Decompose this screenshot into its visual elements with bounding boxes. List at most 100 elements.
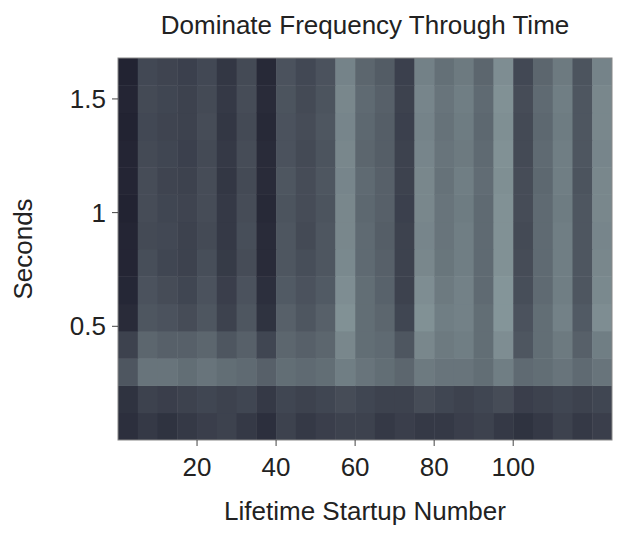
heat-cell (513, 222, 533, 250)
heat-cell (316, 140, 336, 168)
heat-cell (158, 222, 178, 250)
heat-cell (414, 222, 434, 250)
heat-cell (474, 358, 494, 386)
heat-cell (395, 140, 415, 168)
heat-cell (335, 304, 355, 332)
heat-cell (177, 113, 197, 141)
heat-cell (493, 276, 513, 304)
heat-cell (276, 140, 296, 168)
heat-cell (237, 358, 257, 386)
heat-cell (474, 331, 494, 359)
heat-cell (454, 222, 474, 250)
heat-cell (375, 358, 395, 386)
heat-cell (592, 249, 612, 277)
heat-cell (296, 331, 316, 359)
heat-cell (375, 413, 395, 440)
heat-cell (572, 222, 592, 250)
heat-cell (355, 249, 375, 277)
heat-cell (256, 249, 276, 277)
heat-cell (592, 113, 612, 141)
heat-cell (592, 304, 612, 332)
heat-cell (434, 113, 454, 141)
heat-cell (474, 167, 494, 195)
heat-cell (276, 194, 296, 222)
heat-cell (237, 385, 257, 413)
heat-cell (592, 385, 612, 413)
heat-cell (434, 331, 454, 359)
heat-cell (414, 113, 434, 141)
heat-cell (118, 167, 138, 195)
heat-cell (335, 194, 355, 222)
heat-cell (513, 58, 533, 86)
y-tick-label: 0.5 (70, 311, 106, 341)
heat-cell (395, 113, 415, 141)
heat-cell (355, 276, 375, 304)
heat-cell (316, 331, 336, 359)
heat-cell (197, 85, 217, 113)
heat-cell (355, 413, 375, 440)
heat-cell (197, 385, 217, 413)
y-tick-label: 1 (92, 198, 106, 228)
heat-cell (335, 140, 355, 168)
heat-cell (138, 331, 158, 359)
heat-cell (355, 385, 375, 413)
heat-cell (296, 222, 316, 250)
x-tick (513, 440, 514, 446)
heat-cell (138, 222, 158, 250)
heat-cell (414, 331, 434, 359)
heat-cell (553, 385, 573, 413)
heat-cell (177, 194, 197, 222)
heat-cell (454, 113, 474, 141)
heat-cell (414, 276, 434, 304)
heat-cell (118, 85, 138, 113)
heat-cell (335, 167, 355, 195)
heat-cell (256, 85, 276, 113)
x-tick-label: 20 (183, 452, 212, 482)
heat-cell (553, 276, 573, 304)
heat-cell (375, 331, 395, 359)
heat-cell (533, 413, 553, 440)
heat-cell (276, 331, 296, 359)
heat-cell (474, 413, 494, 440)
heat-cell (414, 194, 434, 222)
heat-cell (572, 194, 592, 222)
heat-cell (493, 304, 513, 332)
heat-cell (296, 358, 316, 386)
heat-cell (138, 276, 158, 304)
heat-cell (138, 58, 158, 86)
chart: 204060801000.511.5Dominate Frequency Thr… (0, 0, 622, 537)
heat-cell (158, 194, 178, 222)
heat-cell (375, 167, 395, 195)
heat-cell (533, 249, 553, 277)
heat-cell (454, 358, 474, 386)
heat-cell (434, 85, 454, 113)
heat-cell (158, 140, 178, 168)
heat-cell (395, 167, 415, 195)
heat-cell (533, 167, 553, 195)
heat-cell (335, 113, 355, 141)
heat-cell (434, 222, 454, 250)
heat-cell (256, 331, 276, 359)
heat-cell (197, 113, 217, 141)
heat-cell (316, 58, 336, 86)
heat-cell (335, 358, 355, 386)
heat-cell (158, 167, 178, 195)
heat-cell (454, 85, 474, 113)
heat-cell (217, 58, 237, 86)
heat-cell (217, 167, 237, 195)
heat-cell (572, 85, 592, 113)
heat-cell (493, 385, 513, 413)
heat-cell (335, 413, 355, 440)
heat-cell (118, 358, 138, 386)
heat-cell (138, 304, 158, 332)
x-axis-title: Lifetime Startup Number (224, 496, 506, 526)
heat-cell (177, 58, 197, 86)
heat-cell (118, 385, 138, 413)
heat-cell (138, 413, 158, 440)
heat-cell (553, 358, 573, 386)
heat-cell (316, 222, 336, 250)
heat-cell (513, 140, 533, 168)
heat-cell (177, 140, 197, 168)
heat-cell (434, 413, 454, 440)
heat-cell (296, 413, 316, 440)
